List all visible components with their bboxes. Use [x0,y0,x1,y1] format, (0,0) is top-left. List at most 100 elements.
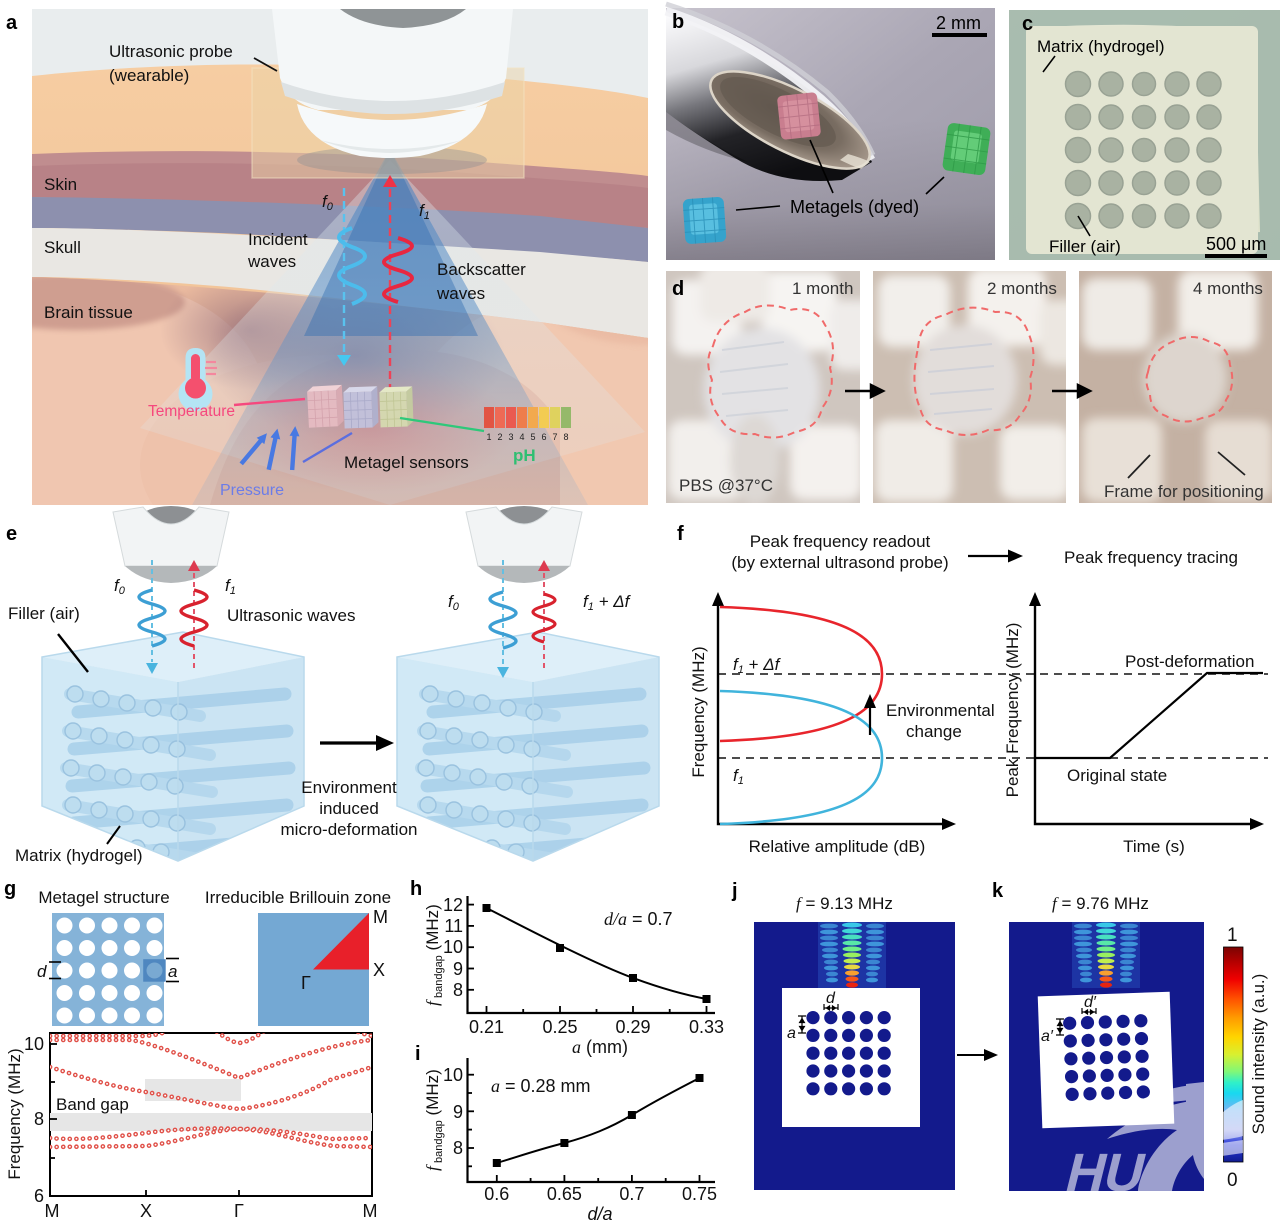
svg-text:d′: d′ [1084,994,1097,1011]
svg-text:8: 8 [453,1138,463,1158]
svg-text:M: M [373,907,388,927]
svg-text:10: 10 [24,1034,44,1054]
svg-text:HU: HU [1060,1142,1151,1203]
svg-text:j: j [731,880,738,902]
svg-text:0.25: 0.25 [542,1017,577,1037]
svg-text:change: change [906,722,962,741]
svg-text:Matrix (hydrogel): Matrix (hydrogel) [1037,37,1165,56]
svg-text:a = 0.28 mm: a = 0.28 mm [491,1076,591,1096]
svg-text:Post-deformation: Post-deformation [1125,652,1254,671]
svg-text:2 months: 2 months [987,279,1057,298]
svg-text:1 month: 1 month [792,279,853,298]
svg-text:12: 12 [443,895,463,915]
svg-text:f = 9.76 MHz: f = 9.76 MHz [1052,894,1149,913]
svg-text:8: 8 [453,980,463,1000]
svg-text:500 μm: 500 μm [1206,234,1266,254]
svg-text:0.65: 0.65 [547,1184,582,1204]
svg-text:Brain tissue: Brain tissue [44,303,133,322]
svg-text:f = 9.13 MHz: f = 9.13 MHz [796,894,893,913]
svg-text:induced: induced [319,799,379,818]
svg-text:a′: a′ [1041,1028,1054,1045]
svg-text:Temperature: Temperature [148,403,235,420]
svg-text:Relative amplitude (dB): Relative amplitude (dB) [749,837,926,856]
svg-text:f1 + Δf: f1 + Δf [733,655,782,676]
svg-text:Skull: Skull [44,238,81,257]
svg-text:f0: f0 [322,192,334,213]
svg-text:Filler (air): Filler (air) [8,604,80,623]
svg-text:waves: waves [436,284,485,303]
svg-text:4 months: 4 months [1193,279,1263,298]
svg-text:X: X [373,960,385,980]
svg-text:Frame for positioning: Frame for positioning [1104,482,1264,501]
svg-text:Skin: Skin [44,175,77,194]
svg-text:Sound intensity (a.u.): Sound intensity (a.u.) [1249,974,1268,1135]
svg-text:Frequency (MHz): Frequency (MHz) [5,1048,24,1179]
svg-text:f1 + Δf: f1 + Δf [583,592,632,613]
svg-text:Matrix (hydrogel): Matrix (hydrogel) [15,846,143,865]
svg-text:f1: f1 [419,201,430,222]
svg-text:1: 1 [1227,925,1238,946]
svg-text:X: X [140,1201,152,1221]
svg-text:Metagels (dyed): Metagels (dyed) [790,197,919,217]
svg-text:pH: pH [513,446,536,465]
svg-text:0.7: 0.7 [619,1184,644,1204]
svg-text:d/a: d/a [587,1204,612,1224]
svg-text:h: h [410,878,422,900]
svg-text:f1: f1 [225,576,236,597]
svg-text:9: 9 [453,959,463,979]
svg-text:Environmental: Environmental [886,701,995,720]
svg-text:10: 10 [443,1065,463,1085]
svg-text:d: d [826,990,836,1007]
svg-text:e: e [6,523,17,545]
svg-text:1: 1 [486,432,491,442]
svg-text:(by external ultrasond probe): (by external ultrasond probe) [731,553,948,572]
svg-text:f0: f0 [448,592,460,613]
svg-text:Γ: Γ [234,1201,244,1221]
svg-text:a: a [168,962,177,981]
svg-text:5: 5 [530,432,535,442]
svg-text:0.6: 0.6 [484,1184,509,1204]
svg-text:M: M [363,1201,378,1221]
svg-text:Original state: Original state [1067,766,1167,785]
svg-text:a: a [6,12,18,34]
svg-text:0.75: 0.75 [682,1184,717,1204]
svg-text:4: 4 [519,432,524,442]
svg-text:M: M [45,1201,60,1221]
svg-text:d/a = 0.7: d/a = 0.7 [604,909,673,929]
svg-text:0.21: 0.21 [469,1017,504,1037]
svg-text:Metagel sensors: Metagel sensors [344,453,469,472]
svg-text:d: d [37,962,47,981]
svg-text:f: f [677,523,684,545]
svg-text:Time (s): Time (s) [1123,837,1185,856]
svg-text:8: 8 [34,1109,44,1129]
svg-text:11: 11 [444,916,463,936]
svg-text:a: a [787,1025,796,1042]
svg-text:Irreducible Brillouin zone: Irreducible Brillouin zone [205,888,391,907]
svg-text:Γ: Γ [301,973,311,993]
svg-text:2 mm: 2 mm [936,13,981,33]
svg-text:waves: waves [247,252,296,271]
svg-text:6: 6 [34,1186,44,1206]
svg-text:Filler (air): Filler (air) [1049,237,1121,256]
svg-text:g: g [4,878,16,900]
svg-text:PBS @37°C: PBS @37°C [679,476,773,495]
svg-text:3: 3 [508,432,513,442]
svg-text:Pressure: Pressure [220,482,284,499]
svg-text:(wearable): (wearable) [109,66,189,85]
svg-text:d: d [672,278,684,300]
svg-text:a (mm): a (mm) [572,1037,628,1057]
svg-text:micro-deformation: micro-deformation [281,820,418,839]
svg-text:8: 8 [563,432,568,442]
svg-text:Ultrasonic waves: Ultrasonic waves [227,606,356,625]
svg-text:Band gap: Band gap [56,1095,129,1114]
svg-text:6: 6 [541,432,546,442]
svg-text:0.33: 0.33 [689,1017,724,1037]
svg-text:2: 2 [497,432,502,442]
svg-text:Incident: Incident [248,230,308,249]
svg-text:Peak frequency readout: Peak frequency readout [750,532,931,551]
svg-text:10: 10 [443,937,463,957]
svg-text:9: 9 [453,1102,463,1122]
svg-text:Environment: Environment [301,778,397,797]
svg-text:Frequency (MHz): Frequency (MHz) [689,646,708,777]
svg-text:Peak Frequency (MHz): Peak Frequency (MHz) [1003,623,1022,798]
